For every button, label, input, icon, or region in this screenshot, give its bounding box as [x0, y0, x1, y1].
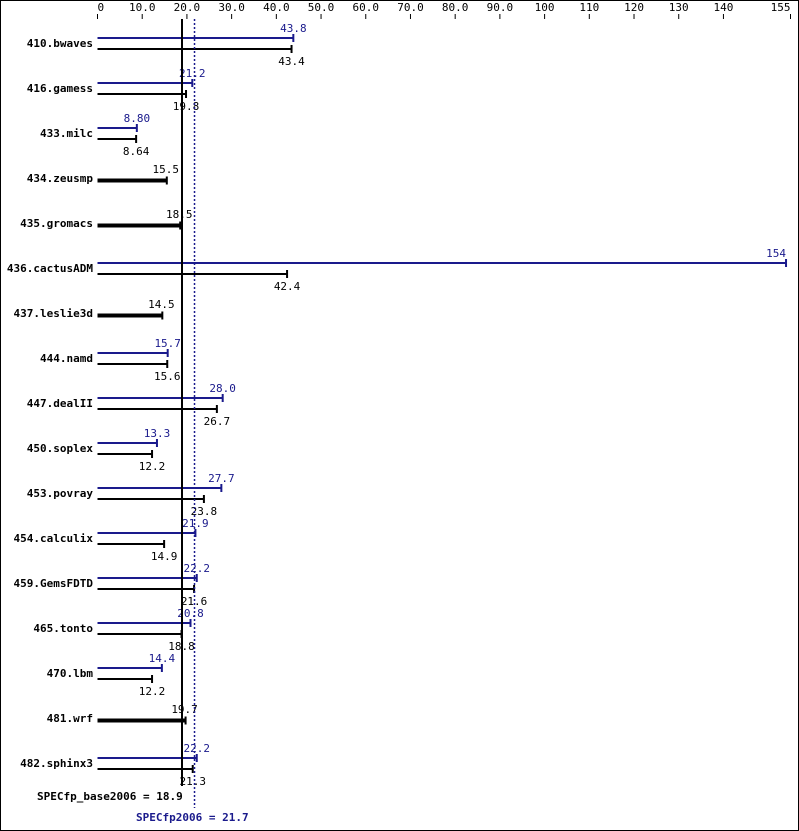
x-tick-label: 50.0 [308, 1, 335, 14]
peak-value-label: 20.8 [177, 607, 204, 620]
benchmark-label: 410.bwaves [27, 37, 93, 50]
benchmark-label: 450.soplex [27, 442, 94, 455]
benchmark-label: 454.calculix [14, 532, 94, 545]
base-value-label: 19.8 [173, 100, 200, 113]
benchmark-label: 434.zeusmp [27, 172, 94, 185]
base-value-label: 26.7 [204, 415, 231, 428]
x-tick-label: 10.0 [129, 1, 156, 14]
x-tick-label: 60.0 [353, 1, 380, 14]
benchmark-label: 453.povray [27, 487, 94, 500]
peak-value-label: 22.2 [184, 742, 211, 755]
peak-value-label: 43.8 [280, 22, 307, 35]
peak-value-label: 27.7 [208, 472, 235, 485]
base-value-label: 14.9 [151, 550, 178, 563]
base-value-label: 15.6 [154, 370, 181, 383]
x-tick-label: 30.0 [218, 1, 245, 14]
peak-value-label: 28.0 [209, 382, 236, 395]
benchmark-label: 437.leslie3d [14, 307, 93, 320]
x-tick-label: 155 [771, 1, 791, 14]
combined-value-label: 18.5 [166, 208, 193, 221]
peak-value-label: 154 [766, 247, 786, 260]
benchmark-labels: 410.bwaves 416.gamess 433.milc 434.zeusmp 43… [7, 37, 93, 770]
base-value-label: 8.64 [123, 145, 150, 158]
base-value-label: 42.4 [274, 280, 301, 293]
base-value-label: 43.4 [278, 55, 305, 68]
x-tick-label: 20.0 [174, 1, 201, 14]
reference-lines [181, 19, 196, 808]
benchmark-label: 433.milc [40, 127, 93, 140]
benchmark-label: 470.lbm [47, 667, 94, 680]
combined-value-label: 15.5 [153, 163, 180, 176]
peak-summary-label: SPECfp2006 = 21.7 [136, 811, 249, 824]
x-tick-label: 40.0 [263, 1, 290, 14]
peak-value-label: 21.9 [182, 517, 209, 530]
base-summary-label: SPECfp_base2006 = 18.9 [37, 790, 183, 803]
benchmark-label: 444.namd [40, 352, 93, 365]
peak-value-label: 8.80 [124, 112, 151, 125]
x-tick-label: 110 [579, 1, 599, 14]
benchmark-label: 459.GemsFDTD [14, 577, 94, 590]
x-tick-label: 80.0 [442, 1, 469, 14]
x-tick-label: 70.0 [397, 1, 424, 14]
base-value-label: 23.8 [191, 505, 218, 518]
base-value-label: 21.3 [179, 775, 206, 788]
base-value-label: 12.2 [139, 685, 166, 698]
x-axis-ticks: 0 10.0 20.0 30.0 40.0 50.0 60.0 70.0 80.0 90.0 100… [97, 1, 791, 19]
x-tick-label: 130 [669, 1, 689, 14]
peak-value-label: 22.2 [184, 562, 211, 575]
base-value-label: 12.2 [139, 460, 166, 473]
x-tick-label: 100 [535, 1, 555, 14]
peak-value-label: 15.7 [154, 337, 181, 350]
benchmark-label: 482.sphinx3 [20, 757, 93, 770]
x-tick-label: 140 [713, 1, 733, 14]
benchmark-label: 416.gamess [27, 82, 93, 95]
x-tick-label: 90.0 [487, 1, 514, 14]
benchmark-label: 447.dealII [27, 397, 93, 410]
base-value-label: 21.6 [181, 595, 208, 608]
benchmark-label: 435.gromacs [20, 217, 93, 230]
peak-value-label: 21.2 [179, 67, 206, 80]
combined-value-label: 14.5 [148, 298, 175, 311]
combined-value-label: 19.7 [171, 703, 198, 716]
x-tick-label: 120 [624, 1, 644, 14]
peak-value-label: 13.3 [144, 427, 171, 440]
x-tick-label: 0 [98, 1, 105, 14]
benchmark-label: 481.wrf [47, 712, 93, 725]
benchmark-label: 436.cactusADM [7, 262, 93, 275]
peak-value-label: 14.4 [149, 652, 176, 665]
benchmark-label: 465.tonto [33, 622, 93, 635]
